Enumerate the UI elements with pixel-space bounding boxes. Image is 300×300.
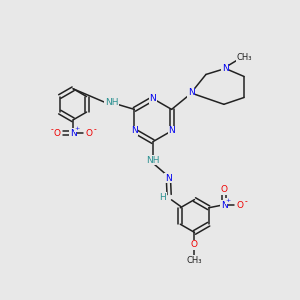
Text: N: N [168,126,175,135]
Text: O: O [221,185,228,194]
Text: N: N [221,201,228,210]
Text: N: N [70,129,76,138]
Text: +: + [226,198,231,203]
Text: H: H [159,193,166,202]
Text: NH: NH [105,98,119,107]
Text: O: O [237,201,244,210]
Text: N: N [188,88,194,98]
Text: O: O [86,129,93,138]
Text: +: + [74,126,80,131]
Text: N: N [222,64,229,73]
Text: CH₃: CH₃ [236,53,252,62]
Text: -: - [93,125,96,134]
Text: NH: NH [146,156,159,165]
Text: O: O [191,241,198,250]
Text: CH₃: CH₃ [187,256,202,265]
Text: N: N [165,174,172,183]
Text: -: - [50,125,53,134]
Text: N: N [150,94,156,103]
Text: O: O [53,129,61,138]
Text: N: N [131,126,138,135]
Text: -: - [244,197,247,206]
